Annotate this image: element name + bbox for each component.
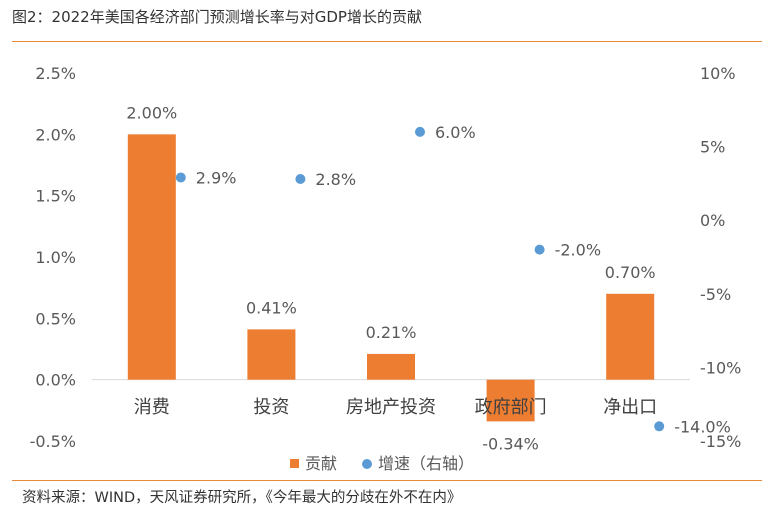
chart-title: 图2：2022年美国各经济部门预测增长率与对GDP增长的贡献 bbox=[12, 8, 422, 26]
right-axis-tick-label: 5% bbox=[700, 138, 725, 157]
growth-value-label: 6.0% bbox=[435, 123, 476, 142]
category-label: 消费 bbox=[134, 397, 170, 418]
right-axis-tick-label: 0% bbox=[700, 211, 725, 230]
source-note: 资料来源：WIND，天风证券研究所，《今年最大的分歧在外不在内》 bbox=[22, 490, 462, 506]
legend-bar-swatch bbox=[290, 459, 299, 468]
category-label: 政府部门 bbox=[475, 397, 547, 418]
left-axis-tick-label: 1.5% bbox=[35, 187, 76, 206]
right-axis-tick-label: -5% bbox=[700, 285, 731, 304]
bar bbox=[486, 379, 535, 422]
bar bbox=[367, 353, 415, 380]
legend-bar-label: 贡献 bbox=[305, 454, 337, 473]
bar bbox=[127, 134, 176, 380]
growth-point bbox=[295, 173, 306, 184]
title-rule bbox=[12, 41, 762, 42]
growth-value-label: 2.9% bbox=[196, 169, 237, 188]
bar-value-label: 2.00% bbox=[126, 103, 177, 122]
bar-value-label: -0.34% bbox=[482, 434, 539, 453]
left-axis-tick-label: 2.5% bbox=[35, 64, 76, 83]
right-axis-tick-label: 10% bbox=[700, 64, 736, 83]
growth-value-label: -2.0% bbox=[555, 241, 601, 260]
legend-dot-swatch bbox=[362, 459, 372, 469]
growth-point bbox=[415, 126, 425, 137]
category-label: 房地产投资 bbox=[346, 397, 436, 418]
source-rule bbox=[12, 480, 762, 481]
legend: 贡献 增速（右轴） bbox=[290, 454, 474, 473]
bar-value-label: 0.70% bbox=[605, 263, 656, 282]
right-axis-tick-label: -10% bbox=[700, 358, 741, 377]
right-axis-tick-label: -15% bbox=[700, 432, 741, 451]
bar-value-label: 0.21% bbox=[366, 323, 417, 342]
bar-value-label: 0.41% bbox=[246, 298, 297, 317]
bar bbox=[247, 329, 296, 380]
left-axis-tick-label: -0.5% bbox=[30, 432, 76, 451]
category-label: 净出口 bbox=[603, 397, 657, 418]
growth-value-label: -14.0% bbox=[674, 417, 731, 436]
legend-dot-label: 增速（右轴） bbox=[378, 454, 474, 473]
growth-point bbox=[654, 421, 665, 432]
growth-point bbox=[534, 244, 545, 255]
left-axis-tick-label: 0.5% bbox=[35, 309, 76, 328]
left-axis-tick-label: 0.0% bbox=[35, 371, 76, 390]
growth-value-label: 2.8% bbox=[315, 170, 356, 189]
left-axis-tick-label: 1.0% bbox=[35, 248, 76, 267]
bar bbox=[606, 293, 655, 380]
category-label: 投资 bbox=[253, 397, 289, 418]
left-axis-tick-label: 2.0% bbox=[35, 125, 76, 144]
growth-point bbox=[175, 172, 186, 183]
